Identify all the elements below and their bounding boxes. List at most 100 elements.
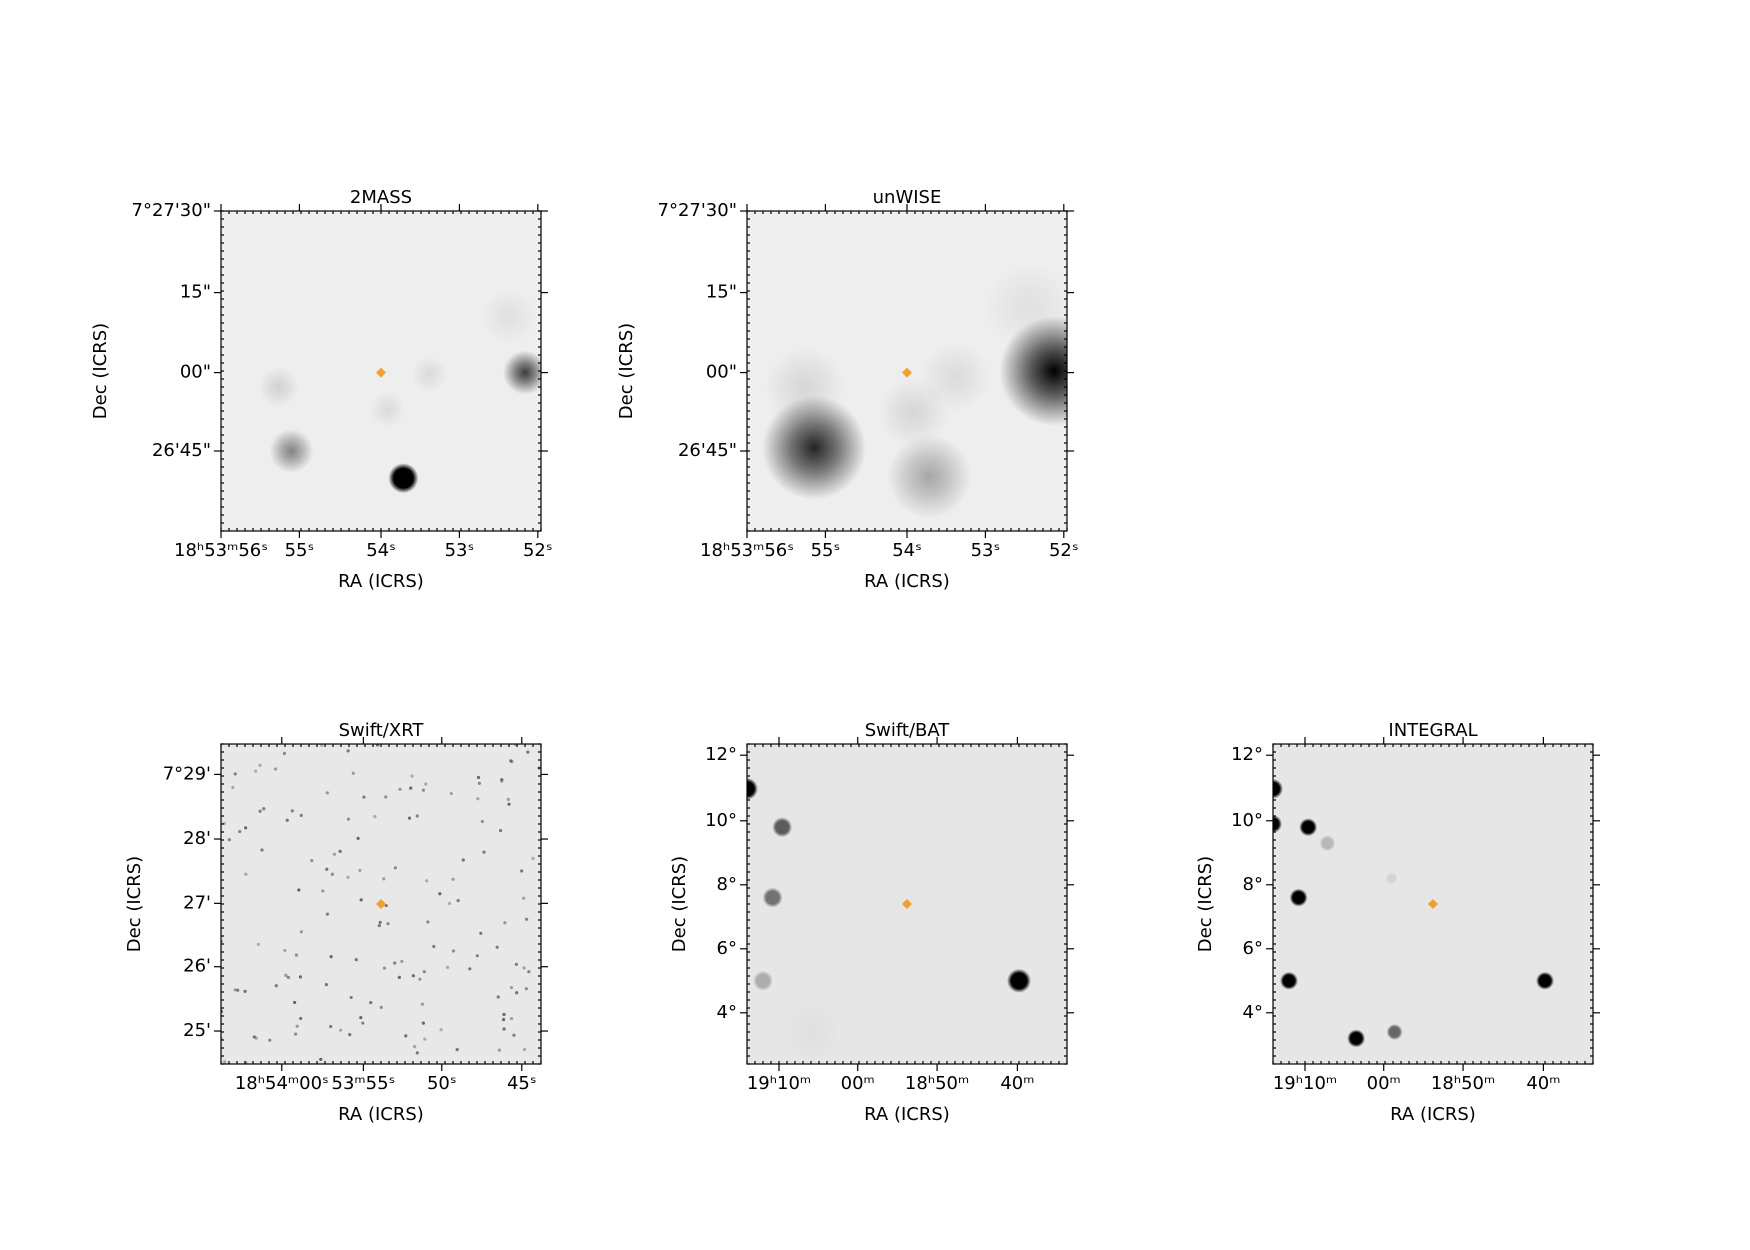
x-axis-label: RA (ICRS): [864, 1104, 950, 1125]
x-tick-label: 53ˢ: [971, 540, 1001, 561]
photon: [354, 958, 358, 962]
source: [1347, 1029, 1366, 1048]
photon: [503, 921, 507, 925]
y-tick-label: 26'45": [152, 440, 211, 461]
photon: [397, 975, 401, 979]
source: [772, 817, 793, 838]
photon: [500, 779, 504, 783]
x-tick-label: 18ʰ53ᵐ56ˢ: [174, 540, 268, 561]
photon: [294, 953, 299, 957]
y-tick-label: 6°: [717, 938, 737, 959]
source: [887, 434, 972, 519]
photon: [502, 1027, 506, 1031]
photon: [447, 901, 452, 906]
x-tick-label: 00ᵐ: [841, 1073, 875, 1094]
photon: [420, 1002, 425, 1006]
photon: [329, 1024, 333, 1029]
source: [481, 288, 537, 345]
x-axis-label: RA (ICRS): [1390, 1104, 1476, 1125]
photon: [338, 849, 342, 853]
photon: [409, 786, 413, 790]
panel-title: 2MASS: [350, 187, 412, 208]
photon: [495, 945, 499, 949]
target-marker: [376, 899, 386, 909]
y-tick-label: 4°: [717, 1002, 737, 1023]
target-marker: [902, 367, 912, 378]
photon: [256, 942, 260, 947]
photon: [332, 852, 336, 856]
photon: [384, 903, 388, 908]
photon: [438, 892, 442, 896]
source: [753, 970, 773, 991]
panel-title: unWISE: [873, 187, 942, 208]
photon: [290, 809, 294, 813]
y-tick-label: 6°: [1243, 938, 1263, 959]
x-tick-label: 52ˢ: [1049, 540, 1079, 561]
photon: [410, 774, 414, 778]
y-tick-label: 28': [183, 828, 211, 849]
panel-title: Swift/BAT: [865, 720, 951, 741]
source: [369, 391, 406, 428]
photon: [356, 836, 360, 840]
y-tick-label: 7°27'30": [132, 200, 212, 221]
photon: [527, 970, 531, 974]
target-marker: [1428, 899, 1438, 909]
photon: [384, 795, 388, 799]
photon: [509, 759, 513, 763]
photon: [299, 930, 303, 934]
photon: [449, 791, 453, 796]
photon: [407, 816, 412, 820]
source: [983, 262, 1067, 352]
photon: [482, 850, 486, 854]
source: [781, 1002, 841, 1062]
photon: [325, 867, 329, 871]
x-tick-label: 40ᵐ: [1526, 1073, 1560, 1094]
panel: INTEGRAL RA (ICRS) Dec (ICRS) 19ʰ10ᵐ 00ᵐ 18ʰ5…: [1195, 720, 1600, 1125]
photon: [283, 948, 287, 953]
photon: [310, 859, 314, 863]
photon: [524, 987, 528, 991]
photon: [439, 1028, 443, 1032]
y-tick-label: 25': [183, 1020, 211, 1041]
photon: [325, 791, 329, 795]
x-tick-label: 19ʰ10ᵐ: [747, 1073, 811, 1094]
x-tick-label: 53ˢ: [445, 540, 475, 561]
photon: [369, 1001, 373, 1005]
photon: [330, 872, 334, 876]
photon: [506, 797, 510, 801]
photon: [339, 1028, 343, 1032]
photon: [426, 920, 430, 924]
photon: [531, 856, 535, 861]
photon: [351, 771, 355, 775]
x-tick-label: 45ˢ: [507, 1073, 537, 1094]
photon: [348, 1033, 352, 1037]
photon: [223, 1060, 227, 1064]
y-tick-label: 26'45": [678, 440, 737, 461]
photon: [244, 872, 248, 876]
photon: [358, 868, 362, 873]
photon: [299, 1016, 303, 1021]
photon: [386, 922, 390, 926]
photon: [361, 1021, 365, 1025]
photon: [526, 750, 530, 754]
photon: [243, 989, 247, 993]
y-tick-label: 7°29': [163, 763, 211, 784]
source: [1007, 968, 1031, 993]
photon: [379, 1005, 383, 1009]
photon: [346, 749, 350, 753]
photon: [509, 985, 514, 990]
source: [1386, 1024, 1403, 1040]
source: [764, 347, 845, 427]
source: [1289, 888, 1308, 907]
y-tick-label: 15": [706, 282, 737, 303]
x-tick-label: 55ˢ: [285, 540, 315, 561]
y-tick-label: 10°: [1231, 810, 1263, 831]
photon: [455, 1048, 459, 1052]
x-tick-label: 53ᵐ55ˢ: [332, 1073, 396, 1094]
y-tick-label: 12°: [1231, 744, 1263, 765]
y-tick-label: 26': [183, 956, 211, 977]
photon: [520, 869, 524, 873]
source: [920, 342, 990, 413]
photon: [320, 744, 324, 747]
